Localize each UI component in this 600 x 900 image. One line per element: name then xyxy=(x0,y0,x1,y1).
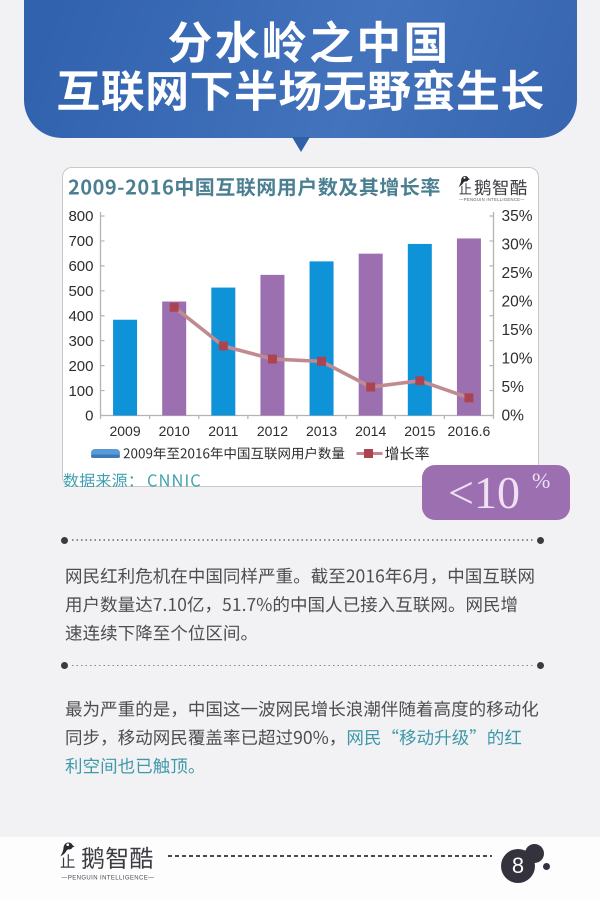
svg-text:800: 800 xyxy=(68,208,93,225)
svg-text:30%: 30% xyxy=(502,237,533,254)
svg-text:35%: 35% xyxy=(502,208,533,225)
svg-text:2009: 2009 xyxy=(109,423,140,439)
svg-text:10%: 10% xyxy=(502,351,533,368)
svg-text:400: 400 xyxy=(68,308,93,325)
svg-text:2014: 2014 xyxy=(355,423,386,439)
svg-text:15%: 15% xyxy=(502,322,533,339)
svg-text:25%: 25% xyxy=(502,265,533,282)
svg-text:0%: 0% xyxy=(502,408,525,425)
svg-text:500: 500 xyxy=(68,283,93,300)
svg-text:200: 200 xyxy=(68,358,93,375)
svg-text:2013: 2013 xyxy=(306,423,337,439)
svg-text:300: 300 xyxy=(68,333,93,350)
svg-text:20%: 20% xyxy=(502,294,533,311)
svg-text:2011: 2011 xyxy=(208,423,238,439)
svg-text:100: 100 xyxy=(68,383,93,400)
svg-text:2010: 2010 xyxy=(159,423,190,439)
svg-text:5%: 5% xyxy=(502,379,525,396)
svg-text:600: 600 xyxy=(68,258,93,275)
svg-text:2012: 2012 xyxy=(257,423,288,439)
svg-text:—PENGUIN INTELLIGENCE—: —PENGUIN INTELLIGENCE— xyxy=(459,197,525,202)
svg-text:2015: 2015 xyxy=(404,423,435,439)
svg-text:700: 700 xyxy=(68,233,93,250)
svg-text:0: 0 xyxy=(85,408,93,425)
svg-text:2016.6: 2016.6 xyxy=(448,423,491,439)
svg-text:—PENGUIN INTELLIGENCE—: —PENGUIN INTELLIGENCE— xyxy=(61,876,154,882)
